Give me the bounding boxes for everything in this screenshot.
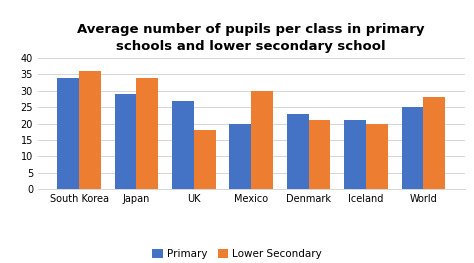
Bar — [57, 78, 79, 189]
Bar — [423, 97, 445, 189]
Bar — [287, 114, 309, 189]
Bar — [137, 78, 158, 189]
Legend: Primary, Lower Secondary: Primary, Lower Secondary — [148, 245, 326, 263]
Bar — [79, 71, 101, 189]
Bar — [172, 100, 194, 189]
Bar — [229, 124, 251, 189]
Bar — [401, 107, 423, 189]
Bar — [251, 91, 273, 189]
Bar — [366, 124, 388, 189]
Bar — [194, 130, 216, 189]
Bar — [115, 94, 137, 189]
Title: Average number of pupils per class in primary
schools and lower secondary school: Average number of pupils per class in pr… — [77, 23, 425, 53]
Bar — [309, 120, 330, 189]
Bar — [344, 120, 366, 189]
